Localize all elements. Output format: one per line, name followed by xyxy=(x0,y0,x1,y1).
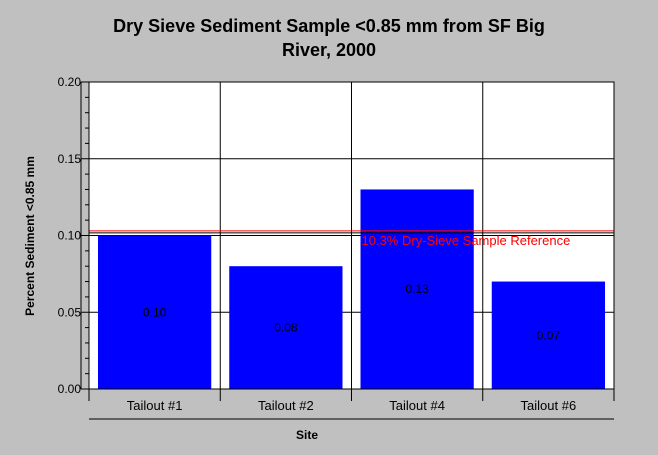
chart-title-line-2: River, 2000 xyxy=(281,40,377,60)
y-tick-label: 0.05 xyxy=(58,305,82,319)
chart-title: Dry Sieve Sediment Sample <0.85 mm from … xyxy=(0,14,658,62)
y-tick-label: 0.15 xyxy=(58,152,82,166)
bar-data-label: 0.10 xyxy=(143,305,167,319)
bar xyxy=(360,189,474,389)
y-tick-label: 0.00 xyxy=(58,382,82,396)
x-axis-label: Site xyxy=(296,428,318,442)
bar-data-label: 0.13 xyxy=(405,282,429,296)
bar-data-label: 0.08 xyxy=(274,321,298,335)
bar xyxy=(491,281,605,389)
bar-data-label: 0.07 xyxy=(537,328,561,342)
bar xyxy=(229,266,343,389)
y-tick-label: 0.20 xyxy=(58,75,82,89)
y-axis-label: Percent Sediment <0.85 mm xyxy=(23,156,37,316)
x-tick-label: Tailout #1 xyxy=(127,398,183,413)
x-tick-label: Tailout #6 xyxy=(521,398,577,413)
chart-title-line-1: Dry Sieve Sediment Sample <0.85 mm from … xyxy=(113,16,545,36)
bar xyxy=(98,235,212,389)
x-tick-label: Tailout #4 xyxy=(389,398,445,413)
reference-line-label: 10.3% Dry-Sieve Sample Reference xyxy=(362,233,571,248)
x-tick-label: Tailout #2 xyxy=(258,398,314,413)
y-tick-label: 0.10 xyxy=(58,229,82,243)
